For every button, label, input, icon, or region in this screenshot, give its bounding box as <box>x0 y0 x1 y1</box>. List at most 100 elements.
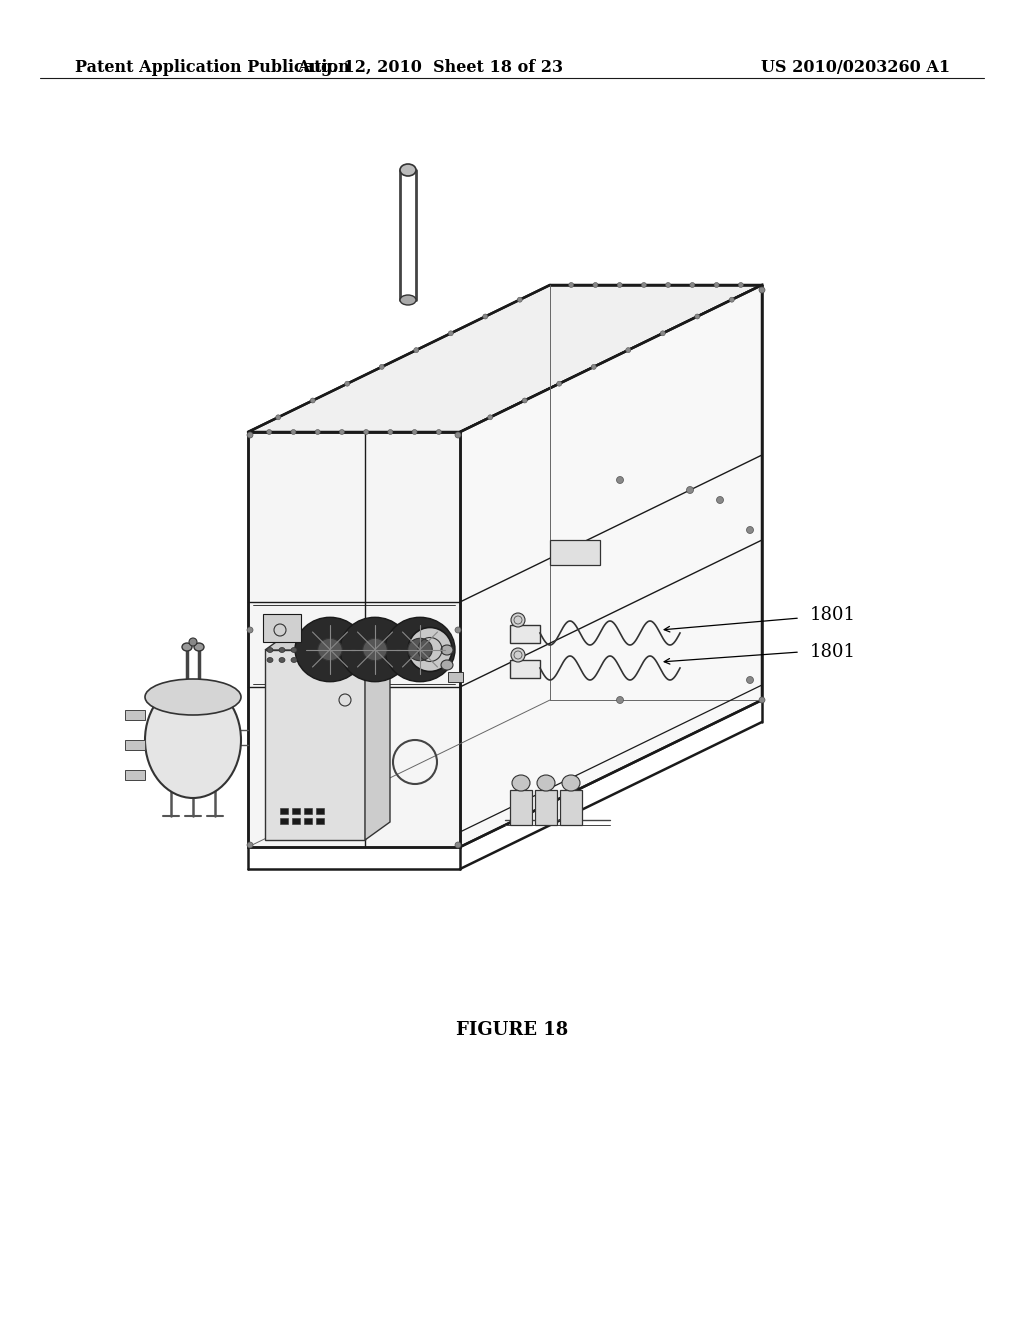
Bar <box>449 672 463 682</box>
Ellipse shape <box>568 282 573 288</box>
Ellipse shape <box>275 414 281 420</box>
Text: US 2010/0203260 A1: US 2010/0203260 A1 <box>761 59 950 77</box>
Ellipse shape <box>364 429 369 434</box>
Ellipse shape <box>537 775 555 791</box>
Ellipse shape <box>295 618 365 681</box>
Ellipse shape <box>738 282 743 288</box>
Ellipse shape <box>189 638 197 645</box>
Ellipse shape <box>279 657 285 663</box>
Bar <box>280 818 288 824</box>
Bar <box>510 660 540 678</box>
Ellipse shape <box>291 429 296 434</box>
Ellipse shape <box>267 657 273 663</box>
Ellipse shape <box>455 627 461 634</box>
Ellipse shape <box>686 487 693 494</box>
Bar <box>125 770 145 780</box>
Bar <box>535 789 557 825</box>
Ellipse shape <box>340 618 410 681</box>
Polygon shape <box>265 632 390 649</box>
Ellipse shape <box>512 775 530 791</box>
Ellipse shape <box>562 775 580 791</box>
Ellipse shape <box>145 678 241 715</box>
Ellipse shape <box>145 682 241 799</box>
Ellipse shape <box>759 286 765 293</box>
Ellipse shape <box>182 643 193 651</box>
Ellipse shape <box>746 676 754 684</box>
Ellipse shape <box>487 414 493 420</box>
Bar <box>304 808 312 814</box>
Ellipse shape <box>522 399 527 403</box>
Ellipse shape <box>641 282 646 288</box>
Ellipse shape <box>291 657 297 663</box>
Text: FIGURE 18: FIGURE 18 <box>456 1020 568 1039</box>
Ellipse shape <box>759 697 765 704</box>
Text: 1801: 1801 <box>810 643 856 661</box>
Ellipse shape <box>291 648 297 652</box>
Ellipse shape <box>400 294 416 305</box>
Polygon shape <box>265 649 365 840</box>
Ellipse shape <box>591 364 596 370</box>
Ellipse shape <box>339 429 344 434</box>
Polygon shape <box>460 285 762 847</box>
Ellipse shape <box>379 364 384 370</box>
Ellipse shape <box>408 639 432 661</box>
Ellipse shape <box>388 429 393 434</box>
Bar <box>560 789 582 825</box>
Ellipse shape <box>690 282 695 288</box>
Ellipse shape <box>436 429 441 434</box>
Bar <box>550 540 600 565</box>
Ellipse shape <box>317 639 342 661</box>
Ellipse shape <box>266 429 271 434</box>
Text: Patent Application Publication: Patent Application Publication <box>75 59 350 77</box>
Ellipse shape <box>362 639 387 661</box>
Ellipse shape <box>247 842 253 847</box>
Ellipse shape <box>729 297 734 302</box>
Ellipse shape <box>279 648 285 652</box>
Ellipse shape <box>511 648 525 663</box>
Ellipse shape <box>626 347 631 352</box>
Bar <box>510 624 540 643</box>
Ellipse shape <box>247 627 253 634</box>
Ellipse shape <box>414 347 419 352</box>
Ellipse shape <box>695 314 699 319</box>
Ellipse shape <box>557 381 562 387</box>
Bar <box>125 741 145 750</box>
Ellipse shape <box>660 331 666 335</box>
Ellipse shape <box>310 399 315 403</box>
Bar <box>316 808 324 814</box>
Ellipse shape <box>714 282 719 288</box>
Ellipse shape <box>511 612 525 627</box>
Polygon shape <box>248 285 762 432</box>
Polygon shape <box>365 632 390 840</box>
Ellipse shape <box>194 643 204 651</box>
Ellipse shape <box>717 496 724 503</box>
Ellipse shape <box>247 432 253 438</box>
Ellipse shape <box>617 282 623 288</box>
Ellipse shape <box>616 697 624 704</box>
Bar <box>280 808 288 814</box>
Bar <box>304 818 312 824</box>
Ellipse shape <box>455 432 461 438</box>
Ellipse shape <box>593 282 598 288</box>
Ellipse shape <box>412 429 417 434</box>
Bar <box>292 818 300 824</box>
Ellipse shape <box>400 164 416 176</box>
Ellipse shape <box>315 429 321 434</box>
Ellipse shape <box>482 314 487 319</box>
Ellipse shape <box>441 645 453 655</box>
Bar <box>316 818 324 824</box>
Text: Aug. 12, 2010  Sheet 18 of 23: Aug. 12, 2010 Sheet 18 of 23 <box>297 59 563 77</box>
Ellipse shape <box>746 527 754 533</box>
Ellipse shape <box>385 618 455 681</box>
Ellipse shape <box>267 648 273 652</box>
Bar <box>292 808 300 814</box>
Ellipse shape <box>441 660 453 671</box>
Bar <box>263 614 301 642</box>
Ellipse shape <box>616 477 624 483</box>
Ellipse shape <box>449 331 454 335</box>
Bar <box>510 789 532 825</box>
Ellipse shape <box>517 297 522 302</box>
Ellipse shape <box>455 842 461 847</box>
Polygon shape <box>248 432 460 847</box>
Ellipse shape <box>666 282 671 288</box>
